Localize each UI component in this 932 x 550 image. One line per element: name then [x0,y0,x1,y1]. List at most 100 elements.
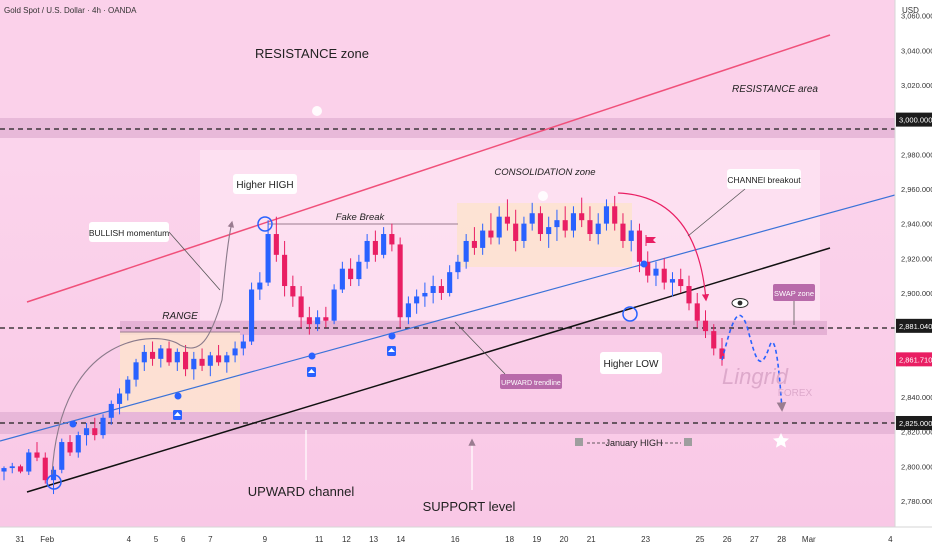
candle [116,388,123,415]
candle [166,341,172,366]
up-marker-icon [173,410,182,420]
price-tick-label: 2,920.000 [901,254,932,263]
candle [669,272,676,297]
level-price-badge [896,112,932,127]
breakdown-arrow [617,192,710,302]
candle [125,376,131,401]
candle [595,213,601,245]
resistance-level-band [0,118,895,138]
channel-breakout-pointer [687,188,746,237]
trendline-touch-3 [308,352,316,360]
resistance-area-label: RESISTANCE area [732,84,818,95]
consolidation-box [457,203,632,267]
level-price-label: 2,825.000 [899,419,932,428]
candle [645,251,651,283]
candle [471,227,477,255]
swap-zone-band [120,321,827,335]
candle [620,213,626,248]
candle [265,220,271,287]
higher-high-callout: Higher HIGH [233,174,297,194]
upward-trendline [0,194,896,442]
candle [59,438,65,474]
higher-low-label: Higher LOW [603,359,659,370]
candle [603,199,610,231]
candle [42,452,48,484]
candle [199,348,205,371]
candle [298,286,304,328]
channel-lower-line [26,247,831,493]
candle [546,216,552,248]
candle [348,258,354,287]
bullish-momentum-label: BULLISH momentum [89,228,169,238]
higher-low-circle [622,306,638,322]
check-icon [575,438,583,446]
resistance-info-icon [312,106,322,116]
time-tick-label: 25 [696,535,705,544]
candle [191,351,197,380]
candle [430,275,436,304]
bullish-momentum-pointer [168,231,221,291]
swap-zone-label: SWAP zone [774,289,814,298]
consolidation-zone-label: CONSOLIDATION zone [494,167,595,178]
candle [34,442,40,462]
candle [612,195,618,231]
candle [488,213,494,245]
candle [414,289,420,314]
candles-group [1,195,725,495]
candle [174,348,180,371]
candle [554,209,560,241]
time-tick-label: 5 [154,535,159,544]
channel-breakout-callout: CHANNEl breakout [727,169,801,189]
time-tick-label: 23 [641,535,650,544]
candle [397,237,403,328]
candle [513,209,519,252]
time-tick-label: 13 [369,535,378,544]
time-axis-ticks: 31 Feb 4 5 6 7 9 11 12 13 14 16 18 19 20 21 23 25 26 27 28 Ma… [16,535,894,544]
candle [75,431,81,458]
candle [438,279,444,300]
candle [504,199,510,231]
candle [694,292,700,328]
time-tick-label: 27 [750,535,759,544]
candle [273,216,279,262]
trendline-touch-5 [640,260,648,268]
time-tick-label: 18 [505,535,514,544]
candle [653,261,659,287]
candle [83,422,90,446]
time-tick-label: 11 [315,535,324,544]
candle [108,400,114,425]
price-tick-label: 2,900.000 [901,289,932,298]
price-tick-label: 2,840.000 [901,393,932,402]
candle [207,351,213,377]
candle [133,358,139,387]
last-price-label: 2,861.710 [899,355,932,364]
candle [257,272,263,300]
resistance-area-shade [0,0,895,118]
channel-low-circle [46,474,62,490]
price-axis-ticks: 3,060.000 3,040.000 3,020.000 3,000.000 2,98… [896,12,932,506]
candle [389,223,395,252]
candle [719,338,725,366]
price-tick-label: 3,020.000 [901,81,932,90]
candle [570,206,577,238]
time-tick-label: Mar [802,535,816,544]
candle [9,462,15,474]
candle [290,275,296,307]
candle [686,275,692,311]
candle [372,230,378,262]
candle [711,324,717,356]
currency-label: USD [902,6,919,15]
candle [339,261,345,293]
time-tick-label: 7 [208,535,213,544]
candle [463,234,469,269]
up-marker-icon [387,346,396,356]
candle [240,334,246,356]
trendline-touch-2 [174,392,182,400]
bullish-momentum-callout: BULLISH momentum [89,222,169,242]
time-axis [0,527,932,550]
support-level-band [0,412,895,434]
candle [17,464,24,474]
candle [562,206,568,238]
candle [356,254,362,287]
